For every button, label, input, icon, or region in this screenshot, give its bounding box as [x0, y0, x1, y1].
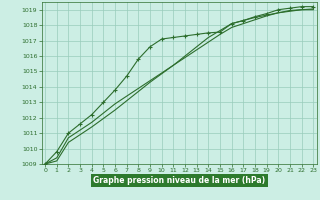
X-axis label: Graphe pression niveau de la mer (hPa): Graphe pression niveau de la mer (hPa) — [93, 176, 265, 185]
